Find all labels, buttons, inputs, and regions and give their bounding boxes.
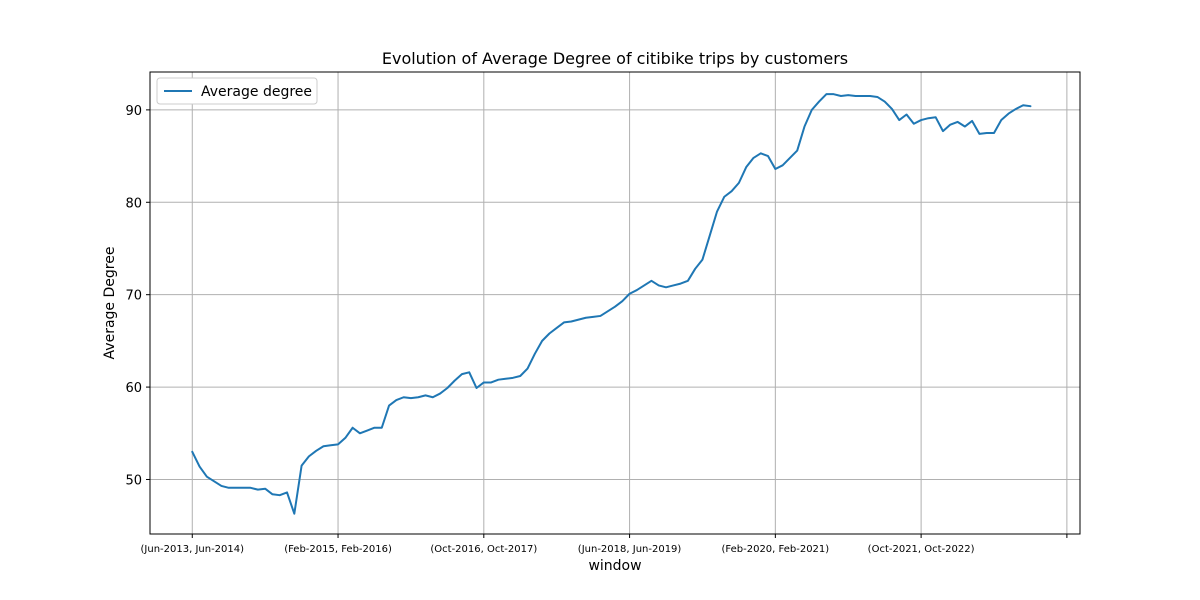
series-layer [191, 93, 1032, 515]
x-tick-label: (Jun-2018, Jun-2019) [578, 544, 682, 555]
y-tick-label: 80 [125, 196, 142, 211]
legend-label-average-degree: Average degree [201, 84, 312, 100]
chart-title: Evolution of Average Degree of citibike … [382, 49, 848, 68]
y-tick-label: 50 [125, 473, 142, 488]
x-tick-label: (Oct-2016, Oct-2017) [430, 544, 537, 555]
legend: Average degree [156, 77, 318, 105]
x-axis-ticks: (Jun-2013, Jun-2014) (Feb-2015, Feb-2016)… [141, 534, 1068, 555]
legend-box [156, 77, 318, 105]
x-tick-label: (Feb-2015, Feb-2016) [284, 544, 392, 555]
y-axis-ticks: 50 60 70 80 90 [125, 104, 150, 488]
x-tick-label: (Feb-2020, Feb-2021) [722, 544, 830, 555]
gridlines [150, 72, 1080, 534]
y-axis-label: Average Degree [102, 247, 118, 360]
x-axis-label: window [588, 558, 641, 574]
series-line-average-degree [191, 93, 1032, 515]
y-tick-label: 90 [125, 104, 142, 119]
x-tick-label: (Oct-2021, Oct-2022) [868, 544, 975, 555]
x-tick-label: (Jun-2013, Jun-2014) [141, 544, 245, 555]
plot-frame [149, 71, 1081, 535]
y-tick-label: 70 [125, 289, 142, 304]
y-tick-label: 60 [125, 381, 142, 396]
